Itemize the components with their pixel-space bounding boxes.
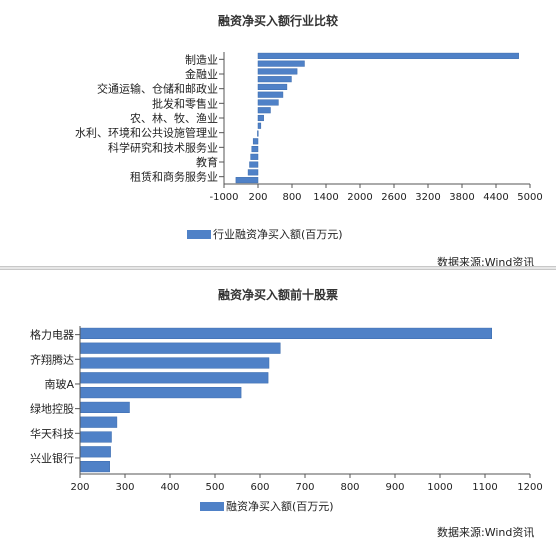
bar bbox=[79, 416, 118, 428]
x-tick-label: 1200 bbox=[517, 482, 542, 493]
y-category-label: 绿地控股 bbox=[30, 402, 74, 416]
legend-swatch bbox=[187, 229, 211, 239]
bar bbox=[257, 99, 279, 106]
bar bbox=[257, 52, 519, 59]
bar bbox=[79, 446, 111, 458]
x-tick-label: 300 bbox=[115, 482, 134, 493]
bar bbox=[79, 342, 281, 354]
bar bbox=[257, 76, 292, 83]
x-tick-label: 1100 bbox=[472, 482, 497, 493]
bar bbox=[235, 177, 259, 184]
industry-chart-panel: 融资净买入额行业比较 -1000 200 800 1400 2000 2600 3200 38… bbox=[0, 0, 556, 269]
stock-legend-label: 融资净买入额(百万元) bbox=[226, 500, 334, 513]
bar bbox=[79, 461, 110, 473]
x-tick-label: 2600 bbox=[381, 192, 406, 203]
y-category-label: 华天科技 bbox=[30, 426, 74, 440]
bar bbox=[250, 153, 259, 160]
bar bbox=[247, 169, 259, 176]
bar bbox=[257, 68, 298, 75]
y-category-label: 科学研究和技术服务业 bbox=[108, 140, 218, 154]
y-category-label: 租赁和商务服务业 bbox=[130, 170, 218, 184]
bar bbox=[257, 107, 271, 114]
y-category-label: 水利、环境和公共设施管理业 bbox=[75, 126, 218, 140]
stock-legend: 融资净买入额(百万元) bbox=[200, 498, 334, 514]
y-category-label: 齐翔腾达 bbox=[30, 352, 74, 366]
bar bbox=[79, 372, 269, 384]
bar bbox=[252, 138, 259, 145]
stock-chart-panel: 融资净买入额前十股票 200 300 400 500 600 700 800 900 1000 1… bbox=[0, 270, 556, 539]
x-tick-label: 800 bbox=[282, 192, 301, 203]
bar bbox=[257, 83, 288, 90]
bar bbox=[249, 161, 259, 168]
x-tick-label: 700 bbox=[295, 482, 314, 493]
x-tick-label: -1000 bbox=[209, 192, 238, 203]
y-category-label: 教育 bbox=[196, 155, 218, 169]
x-tick-label: 400 bbox=[160, 482, 179, 493]
x-tick-label: 4400 bbox=[483, 192, 508, 203]
y-category-label: 制造业 bbox=[185, 52, 218, 66]
industry-legend: 行业融资净买入额(百万元) bbox=[187, 226, 343, 242]
y-category-label: 批发和零售业 bbox=[152, 96, 218, 110]
x-tick-label: 1400 bbox=[313, 192, 338, 203]
x-tick-label: 2000 bbox=[347, 192, 372, 203]
x-tick-label: 200 bbox=[248, 192, 267, 203]
y-category-label: 农、林、牧、渔业 bbox=[130, 111, 218, 125]
bar bbox=[257, 91, 284, 98]
bar bbox=[257, 114, 264, 122]
industry-chart-title: 融资净买入额行业比较 bbox=[217, 14, 338, 28]
x-tick-label: 900 bbox=[385, 482, 404, 493]
y-category-label: 格力电器 bbox=[30, 328, 74, 342]
x-tick-label: 3200 bbox=[415, 192, 440, 203]
x-tick-label: 800 bbox=[340, 482, 359, 493]
bar bbox=[79, 431, 112, 443]
x-tick-label: 600 bbox=[250, 482, 269, 493]
legend-swatch bbox=[200, 501, 224, 511]
bar bbox=[257, 60, 305, 67]
y-category-label: 金融业 bbox=[185, 67, 218, 81]
x-tick-label: 500 bbox=[205, 482, 224, 493]
x-tick-label: 1000 bbox=[427, 482, 452, 493]
industry-chart: -1000 200 800 1400 2000 2600 3200 3800 4400 5000 制… bbox=[75, 52, 543, 203]
bar bbox=[257, 122, 262, 129]
x-tick-label: 3800 bbox=[449, 192, 474, 203]
panel-divider bbox=[0, 266, 556, 270]
x-tick-label: 200 bbox=[70, 482, 89, 493]
industry-source-text: 数据来源:Wind资讯 bbox=[437, 256, 535, 269]
y-category-label: 南玻A bbox=[44, 378, 74, 391]
bar bbox=[79, 387, 242, 399]
industry-legend-label: 行业融资净买入额(百万元) bbox=[213, 228, 343, 241]
bar bbox=[79, 401, 130, 413]
bar bbox=[257, 130, 259, 137]
x-tick-label: 5000 bbox=[517, 192, 542, 203]
bar bbox=[79, 357, 270, 369]
bar bbox=[251, 146, 259, 153]
stock-source-text: 数据来源:Wind资讯 bbox=[437, 526, 535, 539]
y-category-label: 交通运输、仓储和邮政业 bbox=[97, 82, 218, 96]
y-category-label: 兴业银行 bbox=[30, 451, 74, 465]
stock-chart-title: 融资净买入额前十股票 bbox=[217, 288, 338, 302]
stock-chart: 200 300 400 500 600 700 800 900 1000 1100 1200 格力电器… bbox=[30, 326, 543, 493]
bar bbox=[79, 327, 492, 339]
